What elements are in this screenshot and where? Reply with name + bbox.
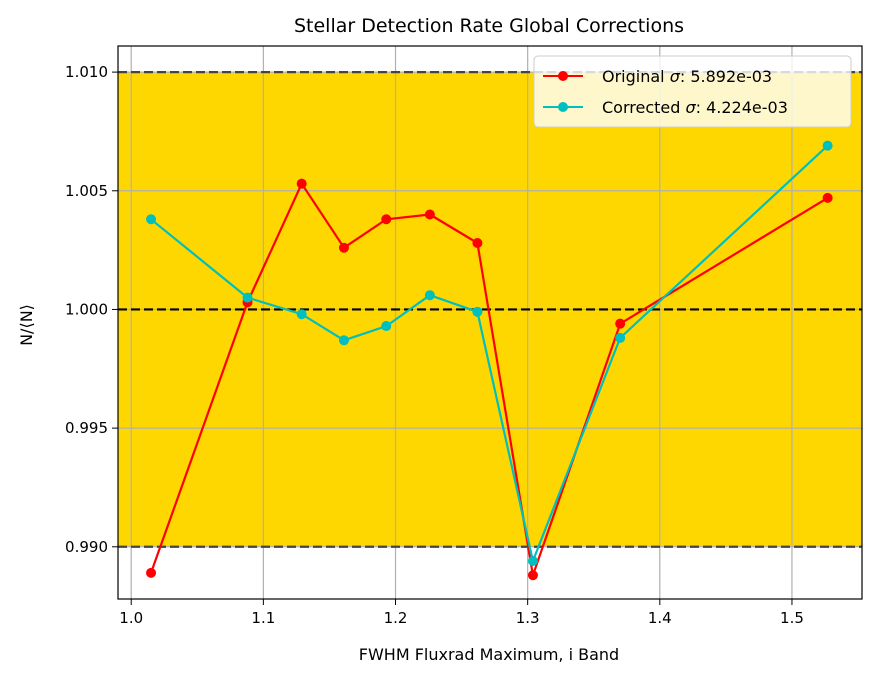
x-axis-ticks: 1.0 1.1 1.2 1.3 1.4 1.5	[119, 599, 804, 627]
legend-entry-original: Original σ: 5.892e-03	[543, 67, 772, 86]
series-1	[146, 140, 833, 567]
series-layer	[146, 140, 833, 581]
legend-label-corrected: Corrected σ: 4.224e-03	[602, 98, 788, 117]
series-0-point-9	[822, 192, 833, 203]
series-0-point-5	[424, 209, 435, 220]
series-0-point-2	[296, 178, 307, 189]
legend-prefix-original: Original	[602, 67, 670, 86]
series-0-point-0	[146, 567, 157, 578]
series-0-point-7	[527, 570, 538, 581]
y-axis-label: N/⟨N⟩	[17, 304, 36, 346]
series-1-point-0	[146, 214, 157, 225]
series-1-point-4	[381, 321, 392, 332]
x-tick-label-5: 1.5	[780, 609, 804, 627]
legend-prefix-corrected: Corrected	[602, 98, 685, 117]
series-0-point-8	[615, 318, 626, 329]
series-0-point-4	[381, 214, 392, 225]
chart-title: Stellar Detection Rate Global Correction…	[294, 15, 684, 37]
x-tick-label-4: 1.4	[648, 609, 672, 627]
legend-sigma-corrected: σ	[685, 98, 696, 117]
series-1-point-6	[472, 306, 483, 317]
legend-suffix-original: : 5.892e-03	[680, 67, 772, 86]
series-1-point-1	[242, 292, 253, 303]
legend-marker-corrected	[558, 102, 568, 112]
legend: Original σ: 5.892e-03 Corrected σ: 4.224…	[533, 55, 852, 128]
series-1-point-5	[424, 290, 435, 301]
y-tick-label-3: 1.005	[65, 182, 108, 200]
x-axis-label: FWHM Fluxrad Maximum, i Band	[359, 645, 619, 664]
y-tick-label-4: 1.010	[65, 63, 108, 81]
series-0-point-6	[472, 237, 483, 248]
legend-marker-original	[558, 71, 568, 81]
series-1-point-8	[615, 332, 626, 343]
series-1-point-2	[296, 309, 307, 320]
y-axis-ticks: 0.990 0.995 1.000 1.005 1.010	[65, 63, 118, 556]
legend-label-original: Original σ: 5.892e-03	[602, 67, 772, 86]
x-tick-label-0: 1.0	[119, 609, 143, 627]
y-tick-label-2: 1.000	[65, 300, 108, 318]
series-0-point-3	[338, 242, 349, 253]
x-tick-label-1: 1.1	[251, 609, 275, 627]
series-1-point-3	[338, 335, 349, 346]
x-tick-label-3: 1.3	[516, 609, 540, 627]
plot-frame	[117, 45, 863, 600]
legend-entry-corrected: Corrected σ: 4.224e-03	[543, 98, 788, 117]
x-tick-label-2: 1.2	[384, 609, 408, 627]
series-1-point-7	[527, 556, 538, 567]
y-tick-label-1: 0.995	[65, 419, 108, 437]
series-1-point-9	[822, 140, 833, 151]
series-line-1	[150, 144, 829, 563]
y-tick-label-0: 0.990	[65, 538, 108, 556]
legend-suffix-corrected: : 4.224e-03	[696, 98, 788, 117]
legend-sigma-original: σ	[670, 67, 681, 86]
legend-box	[533, 55, 852, 128]
